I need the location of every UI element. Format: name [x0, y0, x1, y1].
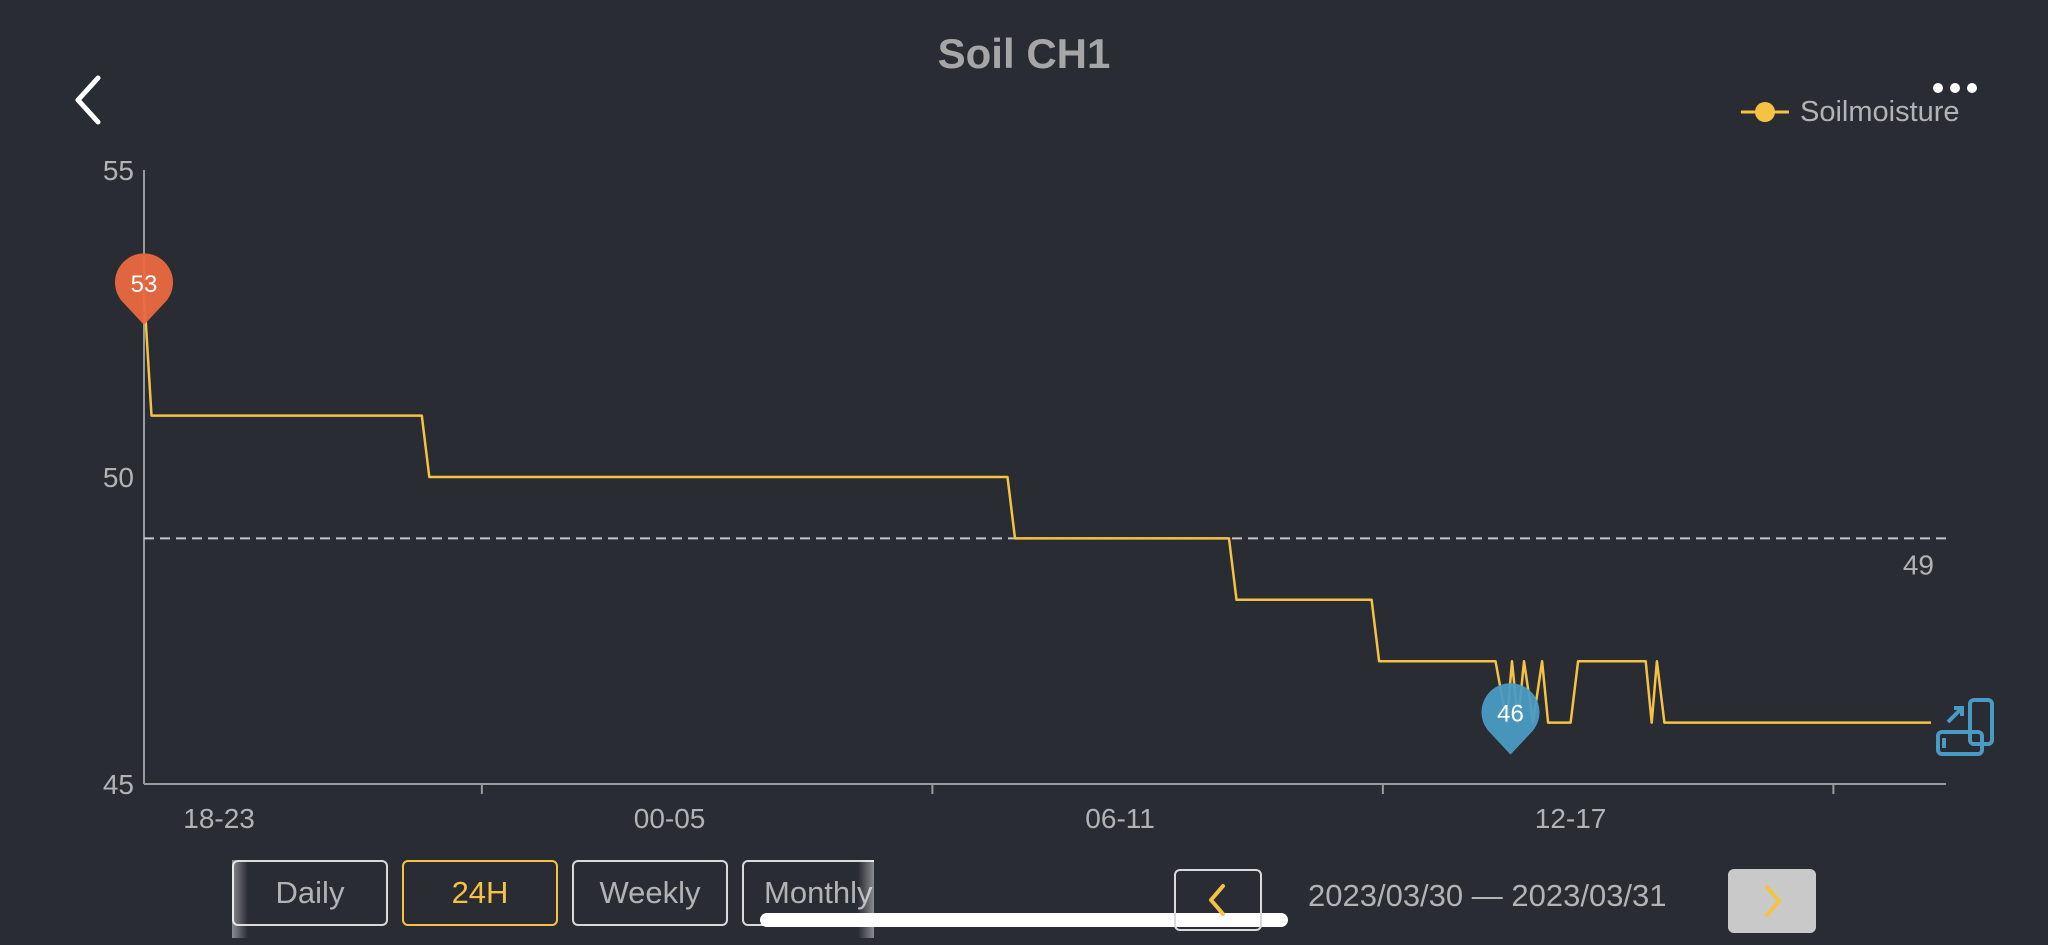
back-button[interactable] — [68, 70, 118, 130]
chevron-left-icon — [75, 75, 101, 125]
tab-24h[interactable]: 24H — [402, 860, 558, 926]
series-line-soilmoisture — [142, 292, 1931, 724]
x-tick-label: 18-23 — [183, 803, 255, 834]
tab-monthly[interactable]: Monthly — [742, 860, 874, 926]
chevron-left-icon — [1209, 884, 1225, 916]
scroll-indicator[interactable] — [760, 913, 1288, 927]
max-marker-shape — [115, 253, 173, 325]
min-marker-shape — [1481, 683, 1540, 755]
rotate-screen-icon — [1936, 698, 1994, 756]
period-tabs: Daily 24H Weekly Monthly — [232, 860, 874, 938]
tab-daily[interactable]: Daily — [232, 860, 388, 926]
legend-label: Soilmoisture — [1800, 95, 1960, 128]
y-tick-label: 50 — [103, 462, 134, 493]
max-marker: 53 — [115, 253, 173, 325]
min-marker: 46 — [1481, 683, 1540, 755]
next-period-button[interactable] — [1728, 869, 1816, 933]
rotate-button[interactable] — [1934, 696, 2000, 762]
legend-line-dot-icon — [1741, 102, 1789, 122]
x-tick-label: 00-05 — [634, 803, 706, 834]
more-button[interactable] — [1930, 78, 1980, 98]
max-marker-label: 53 — [131, 271, 158, 298]
x-tick-label: 06-11 — [1085, 803, 1155, 834]
more-dots-icon — [1933, 83, 1977, 93]
tab-weekly[interactable]: Weekly — [572, 860, 728, 926]
chevron-right-icon — [1765, 885, 1781, 917]
tabs-fade-left — [232, 860, 248, 938]
average-label: 49 — [1903, 549, 1934, 580]
chart-legend: Soilmoisture — [1740, 92, 1960, 132]
x-tick-label: 12-17 — [1535, 803, 1607, 834]
date-range-label: 2023/03/30 — 2023/03/31 — [1308, 878, 1667, 913]
y-tick-label: 45 — [103, 769, 134, 800]
page-title: Soil CH1 — [937, 30, 1111, 77]
y-tick-label: 55 — [103, 155, 134, 186]
previous-period-button[interactable] — [1174, 869, 1262, 931]
min-marker-label: 46 — [1497, 701, 1524, 728]
